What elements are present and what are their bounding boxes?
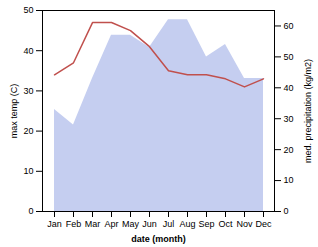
svg-text:40: 40 <box>23 46 33 56</box>
svg-text:10: 10 <box>284 175 294 185</box>
svg-text:Jan: Jan <box>47 219 62 229</box>
svg-text:50: 50 <box>23 5 33 15</box>
svg-text:30: 30 <box>23 86 33 96</box>
svg-text:date (month): date (month) <box>131 234 186 244</box>
svg-text:40: 40 <box>284 83 294 93</box>
svg-text:May: May <box>122 219 140 229</box>
svg-text:60: 60 <box>284 21 294 31</box>
svg-text:Apr: Apr <box>104 219 118 229</box>
svg-text:Jun: Jun <box>142 219 157 229</box>
svg-text:med. precipitation (kg/m2): med. precipitation (kg/m2) <box>303 59 313 163</box>
svg-text:max temp (C): max temp (C) <box>9 84 19 139</box>
svg-text:Sep: Sep <box>198 219 214 229</box>
svg-text:Jul: Jul <box>163 219 175 229</box>
svg-text:20: 20 <box>23 126 33 136</box>
svg-text:Feb: Feb <box>66 219 82 229</box>
svg-text:50: 50 <box>284 52 294 62</box>
svg-text:30: 30 <box>284 114 294 124</box>
svg-text:Dec: Dec <box>255 219 272 229</box>
svg-text:Mar: Mar <box>85 219 101 229</box>
svg-text:Aug: Aug <box>179 219 195 229</box>
svg-text:0: 0 <box>28 206 33 216</box>
svg-text:20: 20 <box>284 145 294 155</box>
svg-text:Nov: Nov <box>236 219 253 229</box>
svg-text:10: 10 <box>23 166 33 176</box>
svg-text:Oct: Oct <box>218 219 233 229</box>
svg-text:0: 0 <box>284 206 289 216</box>
